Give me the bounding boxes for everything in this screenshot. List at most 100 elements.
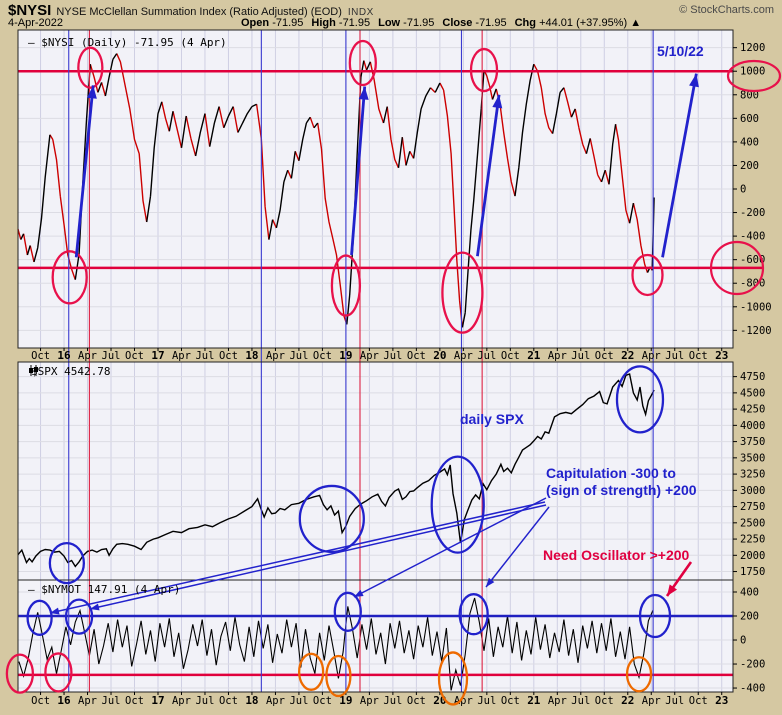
annotation-circle-blue bbox=[48, 541, 86, 585]
nymot-legend-text: $NYMOT 147.91 (4 Apr) bbox=[41, 583, 181, 596]
annotation-circle-orange bbox=[297, 652, 325, 691]
chart-header: $NYSI NYSE McClellan Summation Index (Rat… bbox=[8, 2, 778, 19]
arrowhead bbox=[354, 589, 364, 597]
x-tick-label: Jul bbox=[289, 695, 308, 707]
daily-spx-text: daily SPX bbox=[460, 411, 524, 427]
x-tick-label: Apr bbox=[454, 350, 473, 362]
close-value: -71.95 bbox=[475, 17, 507, 29]
arrowhead bbox=[689, 73, 699, 88]
x-tick-label: Apr bbox=[78, 350, 97, 362]
symbol-label: $NYSI bbox=[8, 2, 52, 19]
line-marker: — bbox=[28, 36, 35, 49]
x-tick-label: 17 bbox=[151, 694, 164, 707]
y-tick-label: 1200 bbox=[740, 42, 765, 54]
y-tick-label: -200 bbox=[740, 207, 765, 219]
x-tick-label: Oct bbox=[313, 350, 332, 362]
x-tick-label: Jul bbox=[665, 695, 684, 707]
low-value: -71.95 bbox=[403, 17, 435, 29]
x-tick-label: Jul bbox=[571, 350, 590, 362]
y-tick-label: -1000 bbox=[740, 301, 772, 313]
annotation-circle-blue bbox=[430, 455, 485, 554]
y-tick-label: 0 bbox=[740, 635, 746, 647]
annotation-circle-red bbox=[330, 254, 362, 317]
x-tick-label: Jul bbox=[665, 350, 684, 362]
x-tick-label: Apr bbox=[360, 695, 379, 707]
x-tick-label: Jul bbox=[383, 695, 402, 707]
x-tick-label: Apr bbox=[642, 695, 661, 707]
y-tick-label: 2500 bbox=[740, 517, 765, 529]
chg-label: Chg bbox=[514, 17, 536, 29]
x-tick-label: Oct bbox=[125, 350, 144, 362]
annotation-circle-orange bbox=[437, 651, 469, 706]
annotation-circle-blue bbox=[638, 593, 672, 639]
chg-value: +44.01 (+37.95%) bbox=[539, 17, 628, 29]
capitulation-text-line1: Capitulation -300 to bbox=[546, 465, 676, 481]
x-tick-label: Oct bbox=[501, 350, 520, 362]
y-tick-label: 3000 bbox=[740, 485, 765, 497]
x-tick-label: 22 bbox=[621, 694, 634, 707]
ohlc-quote: Open -71.95 High -71.95 Low -71.95 Close -7… bbox=[233, 17, 641, 29]
x-tick-label: Apr bbox=[642, 350, 661, 362]
y-tick-label: -1200 bbox=[740, 325, 772, 337]
x-tick-label: Oct bbox=[125, 695, 144, 707]
y-tick-label: 3750 bbox=[740, 436, 765, 448]
up-arrow-icon: ▲ bbox=[630, 17, 642, 29]
x-tick-label: 23 bbox=[715, 349, 728, 362]
x-tick-label: Apr bbox=[454, 695, 473, 707]
x-tick-label: Oct bbox=[595, 695, 614, 707]
high-label: High bbox=[311, 17, 336, 29]
y-tick-label: -200 bbox=[740, 659, 765, 671]
x-tick-label: 16 bbox=[57, 349, 71, 362]
y-tick-label: -400 bbox=[740, 231, 765, 243]
y-tick-label: 3250 bbox=[740, 469, 765, 481]
nymot-border bbox=[17, 579, 734, 693]
stockcharts-credit: © StockCharts.com bbox=[679, 4, 774, 16]
x-tick-label: Oct bbox=[689, 695, 708, 707]
x-tick-label: 17 bbox=[151, 349, 164, 362]
spx-legend-text: $SPX 4542.78 bbox=[31, 365, 111, 378]
exchange-label: INDX bbox=[347, 7, 374, 18]
y-tick-label: 3500 bbox=[740, 452, 765, 464]
annotation-circle-blue bbox=[458, 593, 489, 636]
x-tick-label: Jul bbox=[477, 695, 496, 707]
y-tick-label: 1000 bbox=[740, 66, 765, 78]
x-tick-label: 20 bbox=[433, 349, 446, 362]
x-tick-label: Oct bbox=[219, 695, 238, 707]
x-tick-label: Oct bbox=[219, 350, 238, 362]
quote-row: 4-Apr-2022 Open -71.95 High -71.95 Low -71… bbox=[8, 17, 778, 31]
x-tick-label: Apr bbox=[172, 695, 191, 707]
x-tick-label: Apr bbox=[548, 695, 567, 707]
capitulation-fan-line bbox=[89, 504, 547, 610]
y-tick-label: 400 bbox=[740, 587, 759, 599]
blue-trend-arrow bbox=[74, 85, 95, 258]
arrowhead bbox=[358, 86, 369, 100]
x-tick-label: Jul bbox=[383, 350, 402, 362]
annotation-circle-red bbox=[631, 253, 664, 297]
y-tick-label: 4500 bbox=[740, 387, 765, 399]
x-tick-label: 22 bbox=[621, 349, 634, 362]
y-tick-label: 2750 bbox=[740, 501, 765, 513]
annotation-circle-blue bbox=[64, 598, 94, 635]
high-value: -71.95 bbox=[338, 17, 371, 29]
y-tick-label: 200 bbox=[740, 611, 759, 623]
open-value: -71.95 bbox=[272, 17, 304, 29]
open-label: Open bbox=[241, 17, 270, 29]
annotation-circle-orange bbox=[325, 654, 352, 698]
capitulation-fan-line bbox=[49, 501, 546, 614]
spx-legend: $SPX 4542.78 bbox=[28, 365, 110, 378]
x-tick-label: Oct bbox=[313, 695, 332, 707]
annotation-circle-red bbox=[348, 39, 377, 87]
y-tick-label: 1750 bbox=[740, 566, 765, 578]
index-name: NYSE McClellan Summation Index (Ratio Ad… bbox=[56, 6, 342, 18]
capitulation-fan-line bbox=[485, 506, 550, 588]
x-tick-label: Apr bbox=[172, 350, 191, 362]
x-tick-label: Jul bbox=[289, 350, 308, 362]
x-tick-label: Apr bbox=[266, 695, 285, 707]
x-tick-label: 16 bbox=[57, 694, 71, 707]
y-tick-label: -400 bbox=[740, 683, 765, 695]
x-tick-label: Jul bbox=[477, 350, 496, 362]
arrowhead bbox=[667, 584, 678, 596]
annotation-circle-red bbox=[51, 250, 88, 305]
